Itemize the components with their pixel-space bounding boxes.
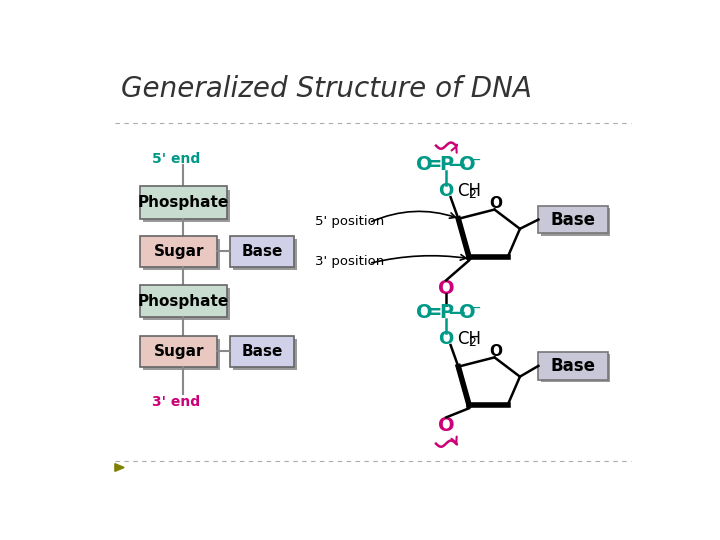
Text: O: O [416, 156, 433, 174]
Text: 5' position: 5' position [315, 214, 384, 228]
FancyBboxPatch shape [230, 336, 294, 367]
Text: O: O [438, 416, 454, 435]
FancyBboxPatch shape [143, 339, 220, 370]
FancyBboxPatch shape [140, 285, 227, 318]
Text: Base: Base [241, 344, 283, 359]
Text: P: P [439, 303, 453, 322]
Text: O: O [416, 303, 433, 322]
Text: Base: Base [551, 357, 595, 375]
Text: Phosphate: Phosphate [138, 195, 229, 210]
Text: Generalized Structure of DNA: Generalized Structure of DNA [121, 76, 532, 104]
Text: O: O [490, 344, 503, 359]
FancyBboxPatch shape [233, 239, 297, 269]
FancyBboxPatch shape [140, 336, 217, 367]
Text: 2: 2 [468, 188, 476, 201]
FancyBboxPatch shape [140, 236, 217, 267]
Text: O: O [438, 279, 454, 298]
Text: O: O [459, 156, 476, 174]
FancyBboxPatch shape [233, 339, 297, 370]
Polygon shape [115, 464, 124, 471]
Text: —: — [449, 303, 465, 322]
Text: O: O [459, 303, 476, 322]
Text: −: − [469, 152, 481, 166]
FancyBboxPatch shape [143, 239, 220, 269]
FancyBboxPatch shape [143, 190, 230, 222]
Text: —: — [449, 156, 465, 174]
Text: 3' position: 3' position [315, 255, 384, 268]
Text: 2: 2 [468, 335, 476, 348]
FancyBboxPatch shape [539, 352, 608, 380]
Text: P: P [439, 156, 453, 174]
Text: =: = [426, 156, 442, 174]
Text: CH: CH [457, 182, 482, 200]
Text: =: = [426, 303, 442, 322]
Text: −: − [469, 300, 481, 314]
FancyBboxPatch shape [230, 236, 294, 267]
Text: 3' end: 3' end [152, 395, 200, 409]
FancyBboxPatch shape [541, 354, 610, 382]
FancyBboxPatch shape [541, 208, 610, 236]
Text: Base: Base [551, 211, 595, 228]
FancyBboxPatch shape [143, 288, 230, 320]
Text: Phosphate: Phosphate [138, 294, 229, 309]
Text: O: O [490, 196, 503, 211]
Text: O: O [438, 330, 454, 348]
Text: CH: CH [457, 330, 482, 348]
Text: Sugar: Sugar [153, 244, 204, 259]
FancyBboxPatch shape [140, 186, 227, 219]
FancyBboxPatch shape [539, 206, 608, 233]
Text: Base: Base [241, 244, 283, 259]
Text: Sugar: Sugar [153, 344, 204, 359]
Text: 5' end: 5' end [152, 152, 200, 166]
Text: O: O [438, 182, 454, 200]
